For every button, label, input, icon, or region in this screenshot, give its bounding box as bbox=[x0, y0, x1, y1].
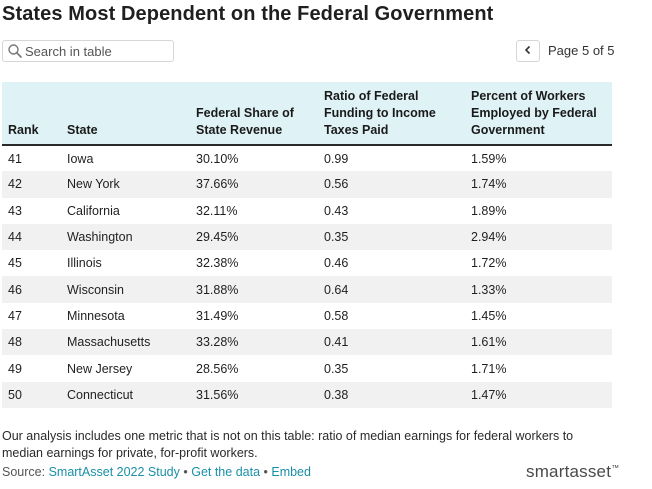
cell-rank: 47 bbox=[8, 308, 22, 323]
cell-percent-workers: 1.89% bbox=[471, 203, 507, 218]
cell-federal-share: 28.56% bbox=[196, 361, 239, 376]
cell-federal-share: 29.45% bbox=[196, 230, 239, 245]
cell-state: New Jersey bbox=[67, 361, 133, 376]
table-header-row: Rank State Federal Share of State Revenu… bbox=[2, 82, 612, 145]
cell-rank: 45 bbox=[8, 256, 22, 271]
table-row: 50 Connecticut 31.56% 0.38 1.47% bbox=[2, 381, 612, 408]
cell-state: Minnesota bbox=[67, 308, 125, 323]
study-link[interactable]: SmartAsset 2022 Study bbox=[48, 465, 180, 479]
cell-percent-workers: 1.61% bbox=[471, 335, 507, 350]
cell-state: New York bbox=[67, 177, 120, 192]
table-row: 47 Minnesota 31.49% 0.58 1.45% bbox=[2, 303, 612, 329]
previous-page-button[interactable] bbox=[516, 40, 540, 62]
page-title: States Most Dependent on the Federal Gov… bbox=[2, 3, 494, 25]
column-header-rank[interactable]: Rank bbox=[8, 123, 39, 137]
table-row: 46 Wisconsin 31.88% 0.64 1.33% bbox=[2, 276, 612, 303]
column-header-ratio[interactable]: Ratio of Federal Funding to Income Taxes… bbox=[324, 89, 436, 137]
cell-federal-share: 32.38% bbox=[196, 256, 239, 271]
cell-ratio: 0.35 bbox=[324, 230, 349, 245]
table-row: 41 Iowa 30.10% 0.99 1.59% bbox=[2, 145, 612, 171]
cell-state: Wisconsin bbox=[67, 282, 124, 297]
get-data-link[interactable]: Get the data bbox=[191, 465, 261, 479]
footnote: Our analysis includes one metric that is… bbox=[2, 429, 574, 460]
cell-rank: 46 bbox=[8, 282, 22, 297]
separator: • bbox=[260, 465, 272, 479]
cell-ratio: 0.35 bbox=[324, 361, 349, 376]
source-line: Source: SmartAsset 2022 Study • Get the … bbox=[2, 465, 311, 479]
cell-percent-workers: 2.94% bbox=[471, 230, 507, 245]
cell-ratio: 0.58 bbox=[324, 308, 349, 323]
cell-ratio: 0.46 bbox=[324, 256, 349, 271]
column-header-state[interactable]: State bbox=[67, 123, 98, 137]
data-table: Rank State Federal Share of State Revenu… bbox=[2, 82, 612, 408]
page-indicator: Page 5 of 5 bbox=[548, 43, 615, 58]
cell-percent-workers: 1.74% bbox=[471, 177, 507, 192]
cell-ratio: 0.38 bbox=[324, 387, 349, 402]
cell-rank: 42 bbox=[8, 177, 22, 192]
smartasset-logo: smartasset™ bbox=[526, 462, 620, 481]
cell-state: Washington bbox=[67, 230, 133, 245]
cell-state: Massachusetts bbox=[67, 335, 151, 350]
cell-percent-workers: 1.45% bbox=[471, 308, 507, 323]
table-row: 42 New York 37.66% 0.56 1.74% bbox=[2, 171, 612, 198]
cell-state: Iowa bbox=[67, 151, 94, 166]
embed-link[interactable]: Embed bbox=[271, 465, 311, 479]
cell-ratio: 0.99 bbox=[324, 151, 349, 166]
column-header-federal-share[interactable]: Federal Share of State Revenue bbox=[196, 106, 294, 137]
cell-federal-share: 31.49% bbox=[196, 308, 239, 323]
cell-state: California bbox=[67, 203, 120, 218]
cell-federal-share: 30.10% bbox=[196, 151, 239, 166]
cell-ratio: 0.43 bbox=[324, 203, 349, 218]
cell-federal-share: 33.28% bbox=[196, 335, 239, 350]
cell-percent-workers: 1.71% bbox=[471, 361, 507, 376]
cell-federal-share: 32.11% bbox=[196, 203, 238, 218]
column-header-percent-workers[interactable]: Percent of Workers Employed by Federal G… bbox=[471, 89, 597, 137]
cell-ratio: 0.41 bbox=[324, 335, 349, 350]
chevron-left-icon bbox=[523, 42, 533, 60]
search-box[interactable] bbox=[2, 40, 174, 62]
cell-rank: 43 bbox=[8, 203, 22, 218]
cell-rank: 41 bbox=[8, 151, 22, 166]
cell-state: Illinois bbox=[67, 256, 102, 271]
table-row: 44 Washington 29.45% 0.35 2.94% bbox=[2, 223, 612, 251]
cell-federal-share: 31.56% bbox=[196, 387, 239, 402]
cell-percent-workers: 1.33% bbox=[471, 282, 507, 297]
table-row: 43 California 32.11% 0.43 1.89% bbox=[2, 198, 612, 224]
cell-federal-share: 37.66% bbox=[196, 177, 239, 192]
table-row: 45 Illinois 32.38% 0.46 1.72% bbox=[2, 250, 612, 276]
table-row: 48 Massachusetts 33.28% 0.41 1.61% bbox=[2, 329, 612, 356]
cell-percent-workers: 1.72% bbox=[471, 256, 507, 271]
search-icon bbox=[7, 43, 23, 59]
table-row: 49 New Jersey 28.56% 0.35 1.71% bbox=[2, 355, 612, 381]
cell-rank: 50 bbox=[8, 387, 22, 402]
cell-rank: 48 bbox=[8, 335, 22, 350]
cell-state: Connecticut bbox=[67, 387, 134, 402]
cell-ratio: 0.64 bbox=[324, 282, 349, 297]
cell-rank: 49 bbox=[8, 361, 22, 376]
cell-federal-share: 31.88% bbox=[196, 282, 239, 297]
source-prefix: Source: bbox=[2, 465, 49, 479]
cell-ratio: 0.56 bbox=[324, 177, 349, 192]
separator: • bbox=[179, 465, 192, 479]
search-input[interactable] bbox=[25, 42, 170, 60]
cell-percent-workers: 1.59% bbox=[471, 151, 507, 166]
cell-rank: 44 bbox=[8, 230, 22, 245]
cell-percent-workers: 1.47% bbox=[471, 387, 507, 402]
